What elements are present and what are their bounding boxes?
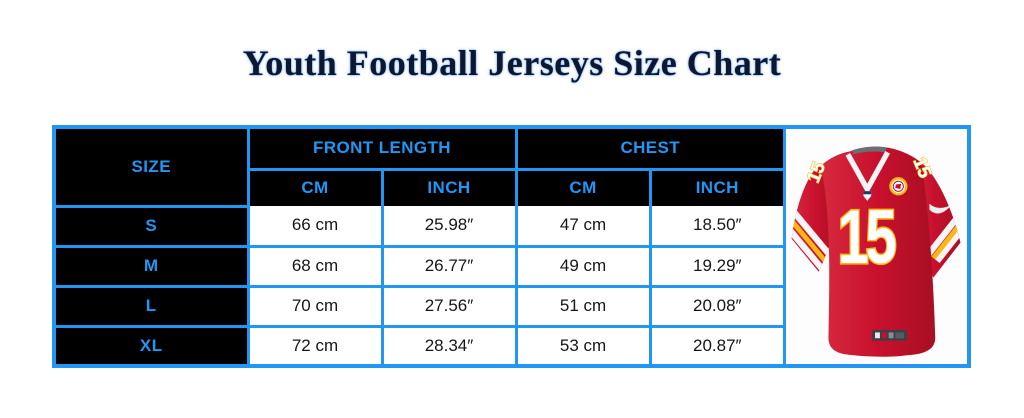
front-cm-value: 66 cm <box>246 206 384 248</box>
size-column-header: SIZE <box>56 129 250 208</box>
table-row-s: S 66 cm 25.98″ 47 cm 18.50″ <box>56 206 784 248</box>
size-label: M <box>56 244 250 288</box>
front-inch-value: 28.34″ <box>380 324 518 364</box>
chest-group-header: CHEST <box>514 129 784 171</box>
football-jersey-image: 15 15 15 <box>791 146 960 357</box>
jersey-vneck-trim <box>845 151 890 195</box>
front-length-cm-header: CM <box>248 167 384 206</box>
page-title: Youth Football Jerseys Size Chart <box>242 43 782 83</box>
team-patch-icon <box>888 177 907 196</box>
chest-inch-value: 20.08″ <box>648 284 784 328</box>
chest-cm-value: 53 cm <box>514 324 652 364</box>
size-label: L <box>56 284 250 328</box>
jock-tag <box>871 329 907 341</box>
chest-inch-value: 20.87″ <box>648 324 784 364</box>
front-inch-value: 27.56″ <box>380 284 518 328</box>
front-inch-value: 26.77″ <box>380 244 518 288</box>
table-row-l: L 70 cm 27.56″ 51 cm 20.08″ <box>56 284 784 328</box>
front-cm-value: 70 cm <box>246 284 384 328</box>
jersey-back-collar <box>851 146 887 155</box>
chest-cm-value: 51 cm <box>514 284 652 328</box>
chest-cm-value: 47 cm <box>514 206 652 248</box>
nike-swoosh-icon <box>928 203 952 214</box>
chest-cm-header: CM <box>514 167 652 206</box>
chest-inch-value: 19.29″ <box>648 244 784 288</box>
front-cm-value: 72 cm <box>246 324 384 364</box>
front-cm-value: 68 cm <box>246 244 384 288</box>
chest-cm-value: 49 cm <box>514 244 652 288</box>
table-row-xl: XL 72 cm 28.34″ 53 cm 20.87″ <box>56 324 784 364</box>
front-length-inch-header: INCH <box>380 167 518 206</box>
size-label: S <box>56 206 250 248</box>
size-chart-container: SIZE FRONT LENGTH CHEST CM INCH CM INCH … <box>52 125 971 368</box>
chest-inch-value: 18.50″ <box>648 206 784 248</box>
front-inch-value: 25.98″ <box>380 206 518 248</box>
front-length-group-header: FRONT LENGTH <box>246 129 518 171</box>
table-row-m: M 68 cm 26.77″ 49 cm 19.29″ <box>56 244 784 288</box>
jersey-torso <box>820 147 935 357</box>
chest-inch-header: INCH <box>648 167 784 206</box>
size-label: XL <box>56 324 250 364</box>
jersey-photo-panel: 15 15 15 <box>783 129 967 364</box>
chest-number: 15 <box>837 195 895 280</box>
size-chart-table: SIZE FRONT LENGTH CHEST CM INCH CM INCH … <box>56 129 784 364</box>
